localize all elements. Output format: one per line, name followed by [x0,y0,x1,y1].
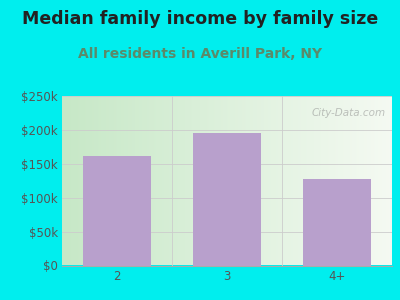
Text: All residents in Averill Park, NY: All residents in Averill Park, NY [78,46,322,61]
Text: City-Data.com: City-Data.com [311,108,385,118]
Bar [83,156,151,266]
Bar [193,133,261,266]
Text: Median family income by family size: Median family income by family size [22,11,378,28]
Bar [303,179,371,266]
